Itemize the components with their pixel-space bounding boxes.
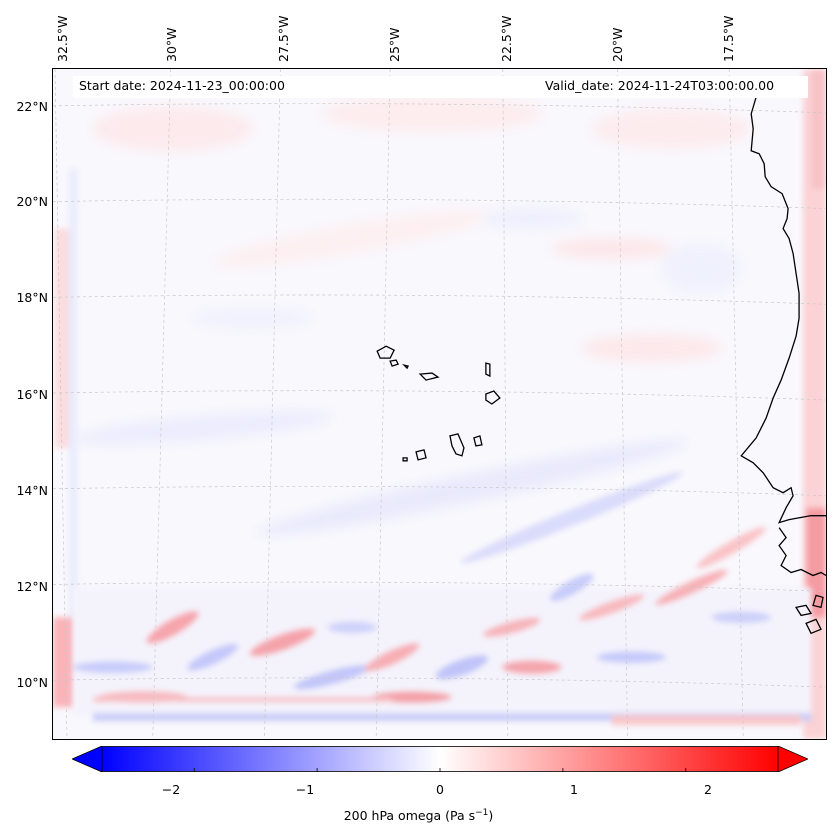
colorbar-high-extension (777, 746, 808, 772)
colorbar-low-extension (72, 746, 103, 772)
lat-label-20n: 20°N (16, 194, 48, 209)
omega-field-map (53, 69, 826, 739)
field-north-patches (73, 95, 752, 536)
sao-vicente (389, 359, 400, 367)
colorbar-tick-label: 2 (704, 782, 712, 797)
lat-label-22n: 22°N (16, 99, 48, 114)
maio (473, 435, 483, 447)
lon-label-20w: 20°W (610, 27, 625, 62)
lat-label-16n: 16°N (16, 387, 48, 402)
colorbar-title-close: ) (488, 808, 494, 824)
fogo (415, 449, 427, 461)
lon-label-27-5w: 27.5°W (276, 15, 291, 62)
boa-vista (485, 390, 501, 405)
colorbar-title-text: 200 hPa omega (Pa s (343, 808, 476, 824)
lon-label-22-5w: 22.5°W (499, 15, 514, 62)
lon-label-32-5w: 32.5°W (55, 15, 70, 62)
start-date-label: Start date: 2024-11-23_00:00:00 (79, 78, 285, 93)
colorbar (72, 746, 808, 772)
field-right-edge (803, 69, 826, 739)
lat-label-14n: 14°N (16, 483, 48, 498)
colorbar-title: 200 hPa omega (Pa s−1) (0, 808, 837, 823)
colorbar-tick-label: 0 (436, 782, 444, 797)
map-panel[interactable] (52, 68, 827, 740)
lat-label-10n: 10°N (16, 675, 48, 690)
africa-coast (740, 96, 826, 524)
colorbar-tick-label: −1 (295, 782, 315, 797)
sao-nicolau (418, 372, 440, 381)
brava (402, 457, 408, 462)
colorbar-tick-label: 1 (570, 782, 578, 797)
sal (485, 362, 491, 378)
lon-label-25w: 25°W (387, 27, 402, 62)
field-south-band (72, 472, 812, 726)
africa-coast-south (778, 527, 826, 577)
lon-label-17-5w: 17.5°W (721, 15, 736, 62)
graticule (53, 69, 826, 739)
coastline (740, 96, 826, 635)
valid-date-label: Valid_date: 2024-11-24T03:00:00.00 (545, 78, 775, 93)
date-banner-background (73, 76, 808, 98)
santiago (449, 433, 465, 457)
santo-antao (376, 345, 395, 359)
cape-verde-islands (376, 345, 501, 462)
lat-label-12n: 12°N (16, 579, 48, 594)
colorbar-gradient (101, 746, 779, 772)
lat-label-18n: 18°N (16, 290, 48, 305)
bijagos (795, 594, 824, 635)
santa-luzia (401, 363, 410, 370)
lon-label-30w: 30°W (164, 27, 179, 62)
colorbar-tick-label: −2 (161, 782, 181, 797)
colorbar-title-unit-exponent: −1 (475, 808, 489, 818)
